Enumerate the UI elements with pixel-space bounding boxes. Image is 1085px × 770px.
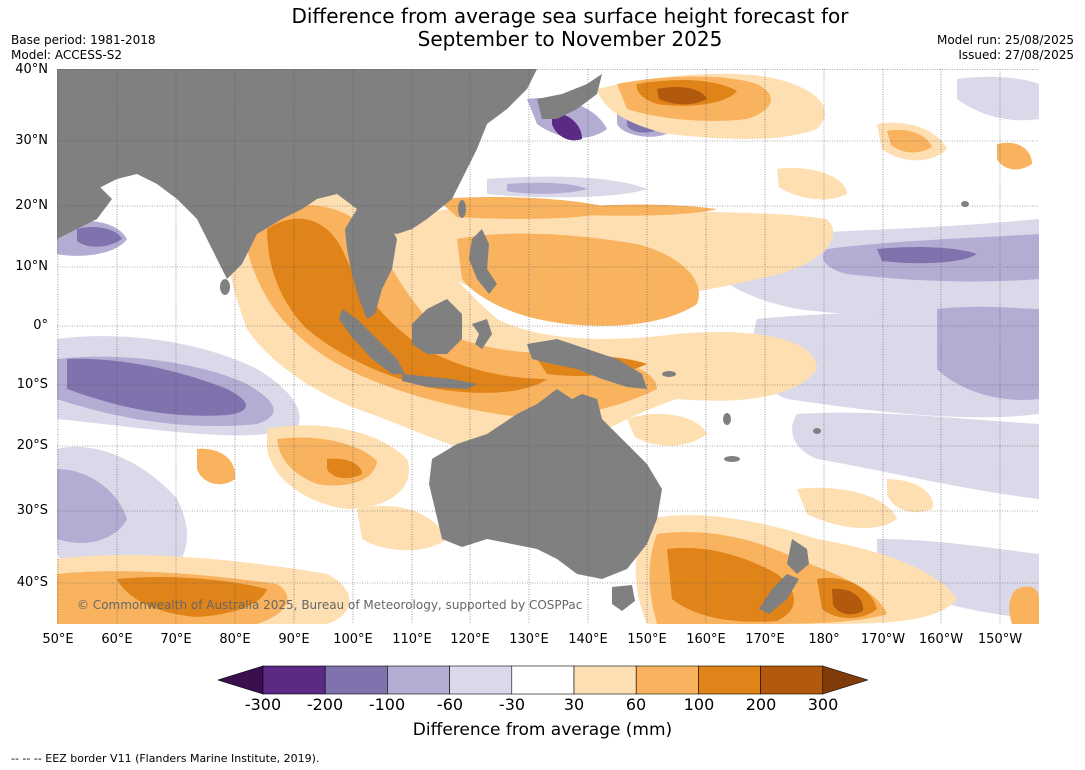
lat-label-20s: 20°S (16, 438, 48, 453)
lon-label-80e: 80°E (219, 632, 251, 647)
base-period: Base period: 1981-2018 (11, 33, 156, 47)
tasmania-land (612, 585, 635, 611)
java-land (402, 374, 477, 389)
new-caledonia (724, 456, 740, 462)
lon-label-170e: 170°E (745, 632, 785, 647)
cb-tick-minus-100: -100 (368, 695, 406, 714)
graticule (57, 69, 1039, 584)
sea-level-map (57, 69, 1039, 624)
hawaii-islands (961, 201, 969, 207)
meridians (57, 69, 1001, 624)
sulawesi-land (472, 319, 492, 349)
sumatra-land (339, 309, 405, 374)
colorbar-cell (324, 665, 388, 695)
lat-label-40s: 40°S (16, 575, 48, 590)
lon-label-160e: 160°E (686, 632, 726, 647)
vanuatu-islands (723, 413, 731, 425)
lon-label-130e: 130°E (509, 632, 549, 647)
lon-label-140e: 140°E (568, 632, 608, 647)
lon-label-60e: 60°E (101, 632, 133, 647)
cb-tick-30: 30 (563, 695, 585, 714)
colorbar-extend-low (218, 665, 264, 695)
map-svg (57, 69, 1039, 624)
cb-tick-minus-200: -200 (306, 695, 344, 714)
colorbar-cell (511, 665, 575, 695)
solomon-islands (662, 371, 676, 377)
cb-tick-200: 200 (745, 695, 777, 714)
colorbar-cell (449, 665, 513, 695)
title-line-1: Difference from average sea surface heig… (291, 4, 849, 28)
cb-tick-60: 60 (625, 695, 647, 714)
lat-label-40n: 40°N (15, 62, 48, 77)
model-name: Model: ACCESS-S2 (11, 48, 123, 62)
colorbar-cell (760, 665, 824, 695)
sri-lanka-land (220, 279, 230, 295)
lon-label-150w: 150°W (977, 632, 1023, 647)
cb-tick-300: 300 (807, 695, 839, 714)
australia-land (429, 389, 662, 579)
lon-label-110e: 110°E (392, 632, 432, 647)
lat-label-20n: 20°N (15, 198, 48, 213)
borneo-land (412, 299, 462, 354)
cb-tick-minus-30: -30 (498, 695, 526, 714)
colorbar-cell (698, 665, 761, 695)
lon-label-90e: 90°E (278, 632, 310, 647)
lon-label-150e: 150°E (627, 632, 667, 647)
lat-label-10s: 10°S (16, 377, 48, 392)
colorbar-cell (573, 665, 637, 695)
lat-label-10n: 10°N (15, 259, 48, 274)
lon-label-100e: 100°E (333, 632, 373, 647)
eez-footer-note: -- -- -- EEZ border V11 (Flanders Marine… (11, 752, 320, 765)
lon-label-70e: 70°E (160, 632, 192, 647)
lon-label-120e: 120°E (450, 632, 490, 647)
indochina-land (345, 209, 397, 319)
meta-left: Base period: 1981-2018 Model: ACCESS-S2 (11, 33, 156, 63)
chart-title: Difference from average sea surface heig… (220, 5, 920, 51)
model-run: Model run: 25/08/2025 (936, 33, 1074, 47)
nz-south-island (759, 574, 799, 614)
colorbar (218, 665, 868, 695)
fiji-islands (813, 428, 821, 434)
arabia-land (57, 179, 112, 239)
issued-date: Issued: 27/08/2025 (958, 48, 1074, 62)
colorbar-cell (635, 665, 699, 695)
lon-label-180: 180° (808, 632, 840, 647)
colorbar-title: Difference from average (mm) (412, 720, 673, 740)
colorbar-extend-high (822, 665, 868, 695)
lat-label-30s: 30°S (16, 503, 48, 518)
philippines-land (469, 229, 497, 294)
lon-label-50e: 50°E (42, 632, 74, 647)
lon-label-160w: 160°W (918, 632, 964, 647)
taiwan-land (458, 200, 466, 218)
asia-land (57, 69, 537, 279)
lat-label-30n: 30°N (15, 133, 48, 148)
lat-label-0: 0° (33, 318, 48, 333)
title-line-2: September to November 2025 (417, 27, 723, 51)
colorbar-cell (262, 665, 326, 695)
copyright-notice: © Commonwealth of Australia 2025, Bureau… (77, 598, 583, 612)
meta-right: Model run: 25/08/2025 Issued: 27/08/2025 (937, 33, 1074, 63)
colorbar-cell (387, 665, 450, 695)
lon-label-170w: 170°W (860, 632, 906, 647)
new-guinea-land (527, 339, 647, 389)
cb-tick-100: 100 (683, 695, 715, 714)
land-masses (57, 69, 969, 614)
colorbar-cells (218, 665, 868, 695)
cb-tick-minus-60: -60 (436, 695, 464, 714)
nz-north-island (787, 539, 809, 574)
japan-land (537, 74, 602, 119)
cb-tick-minus-300: -300 (244, 695, 282, 714)
